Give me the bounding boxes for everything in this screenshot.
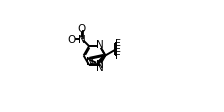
Text: N: N [96, 39, 104, 49]
Text: F: F [115, 50, 121, 60]
Text: F: F [115, 39, 121, 49]
Text: O: O [67, 35, 75, 44]
Text: N: N [78, 35, 86, 44]
Text: F: F [115, 45, 121, 55]
Text: N: N [96, 59, 104, 69]
Text: O: O [78, 24, 86, 34]
Text: N: N [96, 63, 104, 73]
Text: N: N [86, 56, 94, 66]
